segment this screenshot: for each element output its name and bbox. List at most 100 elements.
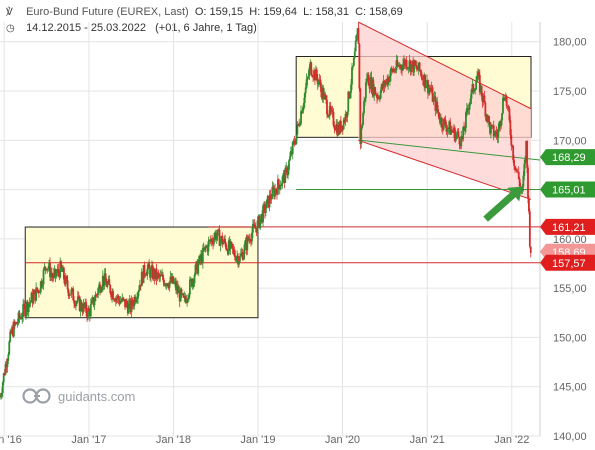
candle-body	[281, 176, 284, 184]
candle-body	[418, 62, 421, 71]
candle-body	[219, 239, 222, 246]
candle-body	[226, 249, 228, 250]
candle-body	[434, 96, 437, 111]
candle-body	[258, 215, 261, 228]
candle-body	[364, 98, 366, 102]
candle-body	[417, 62, 420, 71]
candle-body	[420, 72, 423, 78]
candle-body	[110, 292, 113, 298]
candle-body	[389, 68, 392, 76]
candle-body	[464, 128, 466, 131]
candle-body	[469, 98, 472, 103]
candle-body	[137, 292, 139, 299]
candle-body	[91, 297, 94, 301]
candle-body	[375, 94, 377, 96]
candle-body	[83, 303, 86, 308]
signal-arrow-shape	[483, 186, 523, 222]
candle-body	[127, 303, 130, 314]
candle-body	[60, 261, 63, 267]
candle-body	[514, 165, 516, 170]
candle-body	[151, 265, 153, 269]
candle-body	[249, 238, 252, 242]
price-label-text: 157,57	[552, 258, 586, 270]
candle-body	[191, 279, 194, 287]
candle-body	[32, 294, 35, 304]
candle-body	[352, 65, 354, 68]
candle-body	[402, 64, 404, 71]
candle-body	[1, 382, 4, 393]
range-meta: (+01, 6 Jahre, 1 Tag)	[155, 22, 257, 34]
down-channel	[358, 22, 531, 200]
candle-body	[337, 125, 339, 136]
candle-body	[84, 302, 87, 308]
candle-body	[153, 269, 156, 280]
candle-body	[369, 77, 372, 89]
y-tick-label: 175,00	[553, 86, 587, 98]
candle-body	[426, 80, 428, 87]
candle-body	[199, 256, 201, 261]
candle-body	[139, 284, 142, 287]
candle-body	[190, 279, 193, 287]
candle-body	[240, 252, 243, 255]
candle-body	[52, 273, 55, 279]
candle-body	[513, 160, 515, 166]
price-label-text: 161,21	[552, 222, 586, 234]
candle-body	[200, 254, 202, 261]
candle-body	[472, 84, 475, 92]
candle-body	[493, 135, 496, 137]
candle-body	[64, 276, 67, 285]
candle-body	[515, 168, 517, 170]
candle-body	[529, 246, 532, 253]
candle-body	[300, 111, 302, 124]
header-line-1: ℣ Euro-Bund Future (EUREX, Last) O: 159,…	[6, 6, 403, 18]
candle-body	[377, 96, 379, 99]
low-value: L: 158,31	[303, 6, 349, 18]
candle-body	[279, 185, 282, 190]
candle-body	[284, 167, 287, 183]
candle-body	[121, 297, 124, 302]
candle-body	[348, 91, 351, 99]
candle-body	[516, 171, 519, 173]
candle-body	[296, 124, 299, 135]
candle-body	[381, 84, 384, 89]
candle-body	[257, 215, 260, 221]
candle-body	[301, 111, 303, 114]
candle-body	[12, 326, 14, 337]
candle-body	[259, 218, 262, 228]
candle-body	[446, 129, 449, 132]
candle-body	[157, 272, 160, 275]
price-label-text: 168,29	[552, 152, 586, 164]
candle-body	[120, 301, 123, 303]
candle-body	[309, 62, 312, 68]
candle-body	[451, 129, 453, 132]
close-value: C: 158,69	[355, 6, 403, 18]
candle-body	[176, 285, 179, 294]
candle-body	[93, 301, 96, 306]
candle-body	[198, 256, 201, 264]
candle-body	[188, 294, 190, 299]
candle-body	[297, 123, 300, 125]
candle-body	[278, 185, 281, 190]
candle-body	[89, 304, 92, 317]
candle-body	[450, 129, 453, 135]
candle-body	[136, 298, 138, 300]
candle-body	[5, 364, 8, 368]
candle-body	[480, 85, 483, 97]
candle-body	[58, 272, 61, 278]
candle-body	[165, 283, 168, 286]
candle-body	[341, 125, 344, 130]
candle-body	[436, 101, 439, 110]
candle-body	[233, 249, 236, 256]
candle-body	[8, 341, 11, 355]
candle-body	[132, 304, 135, 307]
candle-body	[321, 87, 324, 98]
candle-body	[315, 69, 318, 79]
candle-body	[342, 119, 345, 130]
candle-body	[285, 167, 288, 169]
candle-body	[350, 84, 352, 93]
candle-body	[161, 274, 164, 276]
candle-body	[133, 296, 136, 307]
candle-body	[331, 110, 334, 112]
candle-body	[374, 87, 377, 95]
candle-body	[308, 67, 311, 76]
